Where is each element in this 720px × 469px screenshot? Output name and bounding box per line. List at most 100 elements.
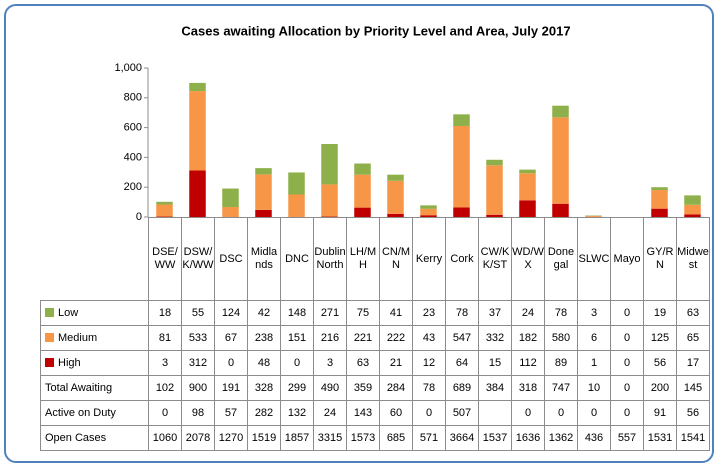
cell: 24: [511, 300, 545, 326]
cell: 299: [280, 375, 314, 401]
cell: 1270: [214, 425, 248, 451]
category-label: DSC: [214, 217, 248, 301]
y-tick-label: 600: [124, 122, 142, 134]
cell: 57: [214, 400, 248, 426]
y-tick-label: 1,000: [114, 62, 142, 74]
cell: 41: [379, 300, 413, 326]
row-label: High: [40, 350, 149, 376]
bar-segment: [189, 82, 206, 92]
bar-segment: [486, 159, 503, 166]
cell: 533: [181, 325, 215, 351]
bar-segment: [387, 174, 404, 181]
bar-segment: [321, 143, 338, 185]
cell: 24: [313, 400, 347, 426]
category-label: CN/MN: [379, 217, 413, 301]
cell: [478, 400, 512, 426]
bar-segment: [288, 194, 305, 217]
category-label: Midwest: [676, 217, 710, 301]
cell: 3315: [313, 425, 347, 451]
bar-segment: [156, 204, 173, 217]
cell: 148: [280, 300, 314, 326]
y-tick-label: 200: [124, 181, 142, 193]
cell: 64: [445, 350, 479, 376]
cell: 490: [313, 375, 347, 401]
legend-label: Active on Duty: [45, 407, 116, 419]
cell: 312: [181, 350, 215, 376]
cell: 1573: [346, 425, 380, 451]
legend-label: Medium: [58, 332, 98, 344]
cell: 0: [577, 400, 611, 426]
cell: 0: [610, 400, 644, 426]
row-label: Active on Duty: [40, 400, 149, 426]
bar-segment: [354, 163, 371, 175]
cell: 17: [676, 350, 710, 376]
category-label: Donegal: [544, 217, 578, 301]
frame: [4, 4, 714, 463]
category-label: Midlands: [247, 217, 281, 301]
category-label: DSE/WW: [148, 217, 182, 301]
cell: 102: [148, 375, 182, 401]
legend-label: Total Awaiting: [45, 382, 113, 394]
cell: 43: [412, 325, 446, 351]
cell: 145: [676, 375, 710, 401]
category-label: DSW/K/WW: [181, 217, 215, 301]
cell: 222: [379, 325, 413, 351]
cell: 151: [280, 325, 314, 351]
cell: 6: [577, 325, 611, 351]
cell: 89: [544, 350, 578, 376]
cell: 0: [610, 325, 644, 351]
y-tick-label: 0: [136, 211, 142, 223]
cell: 3664: [445, 425, 479, 451]
cell: 1531: [643, 425, 677, 451]
cell: 19: [643, 300, 677, 326]
bar-segment: [222, 188, 239, 208]
bar-segment: [552, 203, 569, 217]
bar-segment: [387, 180, 404, 214]
bar-segment: [321, 184, 338, 217]
cell: 0: [610, 350, 644, 376]
bar-segment: [651, 187, 668, 191]
category-label: SLWC: [577, 217, 611, 301]
corner: [41, 218, 149, 301]
cell: 1: [577, 350, 611, 376]
cell: 182: [511, 325, 545, 351]
category-label: GY/RN: [643, 217, 677, 301]
cell: 0: [610, 375, 644, 401]
bar-segment: [684, 204, 701, 215]
cell: 685: [379, 425, 413, 451]
category-label: Kerry: [412, 217, 446, 301]
cell: 1857: [280, 425, 314, 451]
cell: 67: [214, 325, 248, 351]
bar-segment: [189, 170, 206, 217]
data-table: DSE/WW DSW/K/WW DSC Midlands DNC Dublin North…: [40, 217, 710, 451]
chart-title: Cases awaiting Allocation by Priority Le…: [181, 23, 570, 38]
bar-segment: [486, 214, 503, 217]
cell: 238: [247, 325, 281, 351]
cell: 1537: [478, 425, 512, 451]
cell: 2078: [181, 425, 215, 451]
cell: 900: [181, 375, 215, 401]
cell: 332: [478, 325, 512, 351]
bar-segment: [255, 174, 272, 210]
cell: 1541: [676, 425, 710, 451]
cell: 557: [610, 425, 644, 451]
category-label: CW/KK/ST: [478, 217, 512, 301]
bar-segment: [420, 215, 437, 217]
cell: 124: [214, 300, 248, 326]
row-label: Total Awaiting: [40, 375, 149, 401]
cell: 3: [313, 350, 347, 376]
cell: 21: [379, 350, 413, 376]
legend-label: Low: [58, 307, 79, 319]
bar-segment: [552, 105, 569, 118]
bar-segment: [651, 208, 668, 217]
bar-segment: [354, 207, 371, 217]
cell: 0: [214, 350, 248, 376]
cell: 37: [478, 300, 512, 326]
cell: 436: [577, 425, 611, 451]
cell: 200: [643, 375, 677, 401]
cell: 78: [544, 300, 578, 326]
cell: 65: [676, 325, 710, 351]
category-label: Dublin North: [313, 217, 347, 301]
